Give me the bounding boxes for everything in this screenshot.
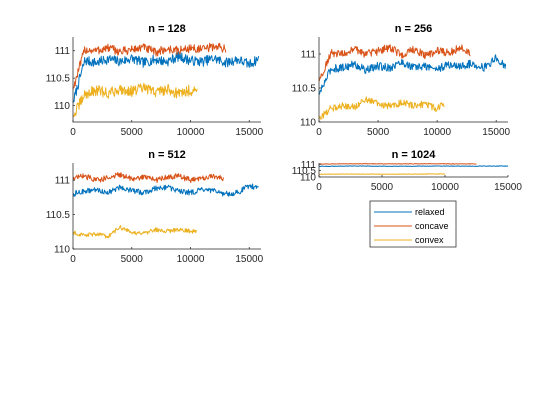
y-tick-label-1: 111	[55, 46, 71, 57]
subplot-1: 0 5000 10000 15000 110 110.5 111 n = 128	[46, 23, 264, 138]
x-tick-label-3: 0	[70, 254, 76, 265]
series-convex-4	[319, 174, 445, 175]
axes-3	[73, 163, 261, 249]
subplot-title-2: n = 256	[395, 23, 433, 35]
x-tick-label-2: 15000	[482, 127, 510, 138]
subplot-title-1: n = 128	[148, 23, 186, 35]
series-convex-3	[73, 226, 196, 238]
series-convex-1	[73, 83, 198, 116]
y-tick-label-3: 110.5	[46, 210, 71, 221]
x-tick-label-4: 10000	[431, 182, 459, 193]
x-tick-label-1: 15000	[235, 127, 263, 138]
y-tick-label-1: 110	[54, 101, 70, 112]
x-tick-label-3: 10000	[177, 254, 205, 265]
legend-label-concave: concave	[415, 221, 449, 231]
x-tick-label-4: 15000	[494, 182, 522, 193]
legend: relaxed concave convex	[370, 201, 456, 247]
series-concave-2	[319, 45, 470, 81]
x-tick-label-3: 15000	[235, 254, 263, 265]
subplot-2: 0 5000 10000 15000 110 110.5 111 n = 256	[292, 23, 511, 138]
series-concave-4	[319, 164, 477, 165]
x-tick-label-4: 0	[316, 182, 322, 193]
y-tick-label-3: 111	[55, 176, 71, 187]
subplot-3: 0 5000 10000 15000 110 110.5 111 n = 512	[46, 149, 264, 265]
series-relaxed-2	[319, 55, 506, 95]
series-relaxed-4	[319, 166, 508, 167]
y-tick-label-1: 110.5	[46, 74, 71, 85]
subplot-title-4: n = 1024	[392, 149, 437, 161]
x-tick-label-1: 10000	[177, 127, 205, 138]
x-tick-label-1: 0	[70, 127, 76, 138]
x-tick-label-2: 0	[316, 127, 322, 138]
y-tick-label-2: 110	[300, 118, 316, 129]
x-tick-label-2: 5000	[367, 127, 390, 138]
y-tick-label-2: 110.5	[292, 84, 317, 95]
x-tick-label-4: 5000	[371, 182, 394, 193]
series-convex-2	[319, 97, 444, 119]
series-relaxed-3	[73, 184, 259, 196]
subplot-title-3: n = 512	[148, 149, 186, 161]
x-tick-label-3: 5000	[121, 254, 144, 265]
x-tick-label-1: 5000	[121, 127, 144, 138]
legend-label-relaxed: relaxed	[415, 207, 445, 217]
legend-label-convex: convex	[415, 235, 444, 245]
axes-4	[319, 163, 508, 177]
y-tick-label-3: 110	[54, 245, 70, 256]
y-tick-label-2: 111	[301, 50, 317, 61]
x-tick-label-2: 10000	[423, 127, 451, 138]
series-concave-3	[73, 173, 223, 183]
y-tick-label-4: 111	[301, 160, 317, 171]
